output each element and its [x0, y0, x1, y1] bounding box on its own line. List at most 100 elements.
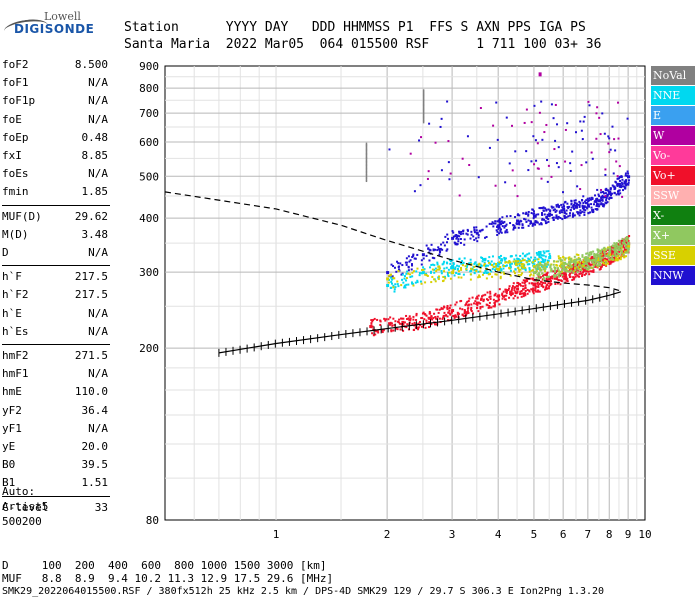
- echo-point: [391, 275, 394, 278]
- echo-point: [391, 324, 394, 327]
- echo-point: [388, 148, 391, 151]
- echo-point: [475, 237, 478, 240]
- echo-point: [475, 297, 478, 300]
- param-key: yE: [2, 440, 16, 453]
- echo-point: [501, 295, 504, 298]
- echo-point: [628, 235, 631, 238]
- echo-point: [571, 271, 574, 274]
- echo-point: [524, 269, 527, 272]
- echo-point: [431, 268, 434, 271]
- echo-point: [392, 276, 395, 279]
- echo-point: [577, 258, 580, 261]
- echo-point: [409, 317, 412, 320]
- echo-point: [431, 318, 434, 321]
- echo-point: [574, 270, 577, 273]
- echo-point: [513, 289, 516, 292]
- echo-point: [538, 282, 541, 285]
- echo-point: [526, 253, 529, 256]
- echo-point: [516, 260, 519, 263]
- echo-point: [405, 257, 408, 260]
- echo-point: [589, 270, 592, 273]
- echo-point: [430, 315, 433, 318]
- echo-point: [596, 202, 599, 205]
- echo-point: [597, 193, 600, 196]
- param-value: N/A: [88, 94, 108, 108]
- echo-point: [517, 222, 520, 225]
- echo-point: [605, 189, 608, 192]
- echo-point: [499, 254, 502, 257]
- trace-point: [548, 212, 552, 216]
- echo-point: [420, 263, 423, 266]
- echo-point: [447, 311, 450, 314]
- echo-point: [508, 285, 511, 288]
- echo-point: [536, 142, 539, 145]
- echo-point: [445, 249, 448, 252]
- echo-point: [415, 318, 418, 321]
- echo-point: [554, 103, 557, 106]
- echo-point: [412, 254, 415, 257]
- echo-point: [408, 318, 411, 321]
- echo-point: [553, 266, 556, 269]
- echo-point: [536, 253, 539, 256]
- echo-point: [585, 270, 588, 273]
- echo-point: [452, 262, 455, 265]
- echo-point: [493, 262, 496, 265]
- echo-point: [411, 275, 414, 278]
- echo-point: [421, 268, 424, 271]
- echo-point: [518, 270, 521, 273]
- noise-streak: [422, 121, 425, 124]
- echo-point: [543, 278, 546, 281]
- echo-point: [523, 282, 526, 285]
- noise-streak: [422, 102, 425, 105]
- echo-point: [616, 184, 619, 187]
- echo-point: [507, 289, 510, 292]
- echo-point: [504, 288, 507, 291]
- echo-point: [409, 276, 412, 279]
- echo-point: [446, 273, 449, 276]
- echo-point: [449, 262, 452, 265]
- echo-point: [407, 283, 410, 286]
- echo-point: [542, 277, 545, 280]
- trace-point: [548, 256, 552, 260]
- trace-point: [548, 277, 552, 281]
- echo-point: [605, 197, 608, 200]
- echo-point: [390, 282, 393, 285]
- echo-point: [446, 241, 449, 244]
- x-tick-label: 7: [585, 528, 592, 541]
- echo-point: [586, 257, 589, 260]
- echo-point: [590, 251, 593, 254]
- echo-point: [582, 120, 585, 123]
- echo-point: [459, 300, 462, 303]
- echo-point: [510, 294, 513, 297]
- echo-point: [469, 258, 472, 261]
- echo-point: [461, 157, 464, 160]
- echo-point: [510, 288, 513, 291]
- echo-point: [575, 253, 578, 256]
- echo-point: [566, 277, 569, 280]
- noise-streak: [365, 154, 368, 157]
- param-key: yF1: [2, 421, 22, 435]
- echo-point: [499, 266, 502, 269]
- echo-point: [561, 275, 564, 278]
- echo-point: [537, 251, 540, 254]
- echo-point: [612, 172, 615, 175]
- trace-point: [475, 301, 479, 305]
- echo-point: [485, 303, 488, 306]
- echo-point: [457, 312, 460, 315]
- echo-point: [589, 263, 592, 266]
- echo-point: [543, 273, 546, 276]
- echo-point: [550, 103, 553, 106]
- echo-point: [581, 254, 584, 257]
- echo-point: [396, 280, 399, 283]
- echo-point: [577, 203, 580, 206]
- echo-point: [535, 285, 538, 288]
- echo-point: [600, 260, 603, 263]
- echo-point: [448, 306, 451, 309]
- echo-point: [495, 229, 498, 232]
- echo-point: [557, 257, 560, 260]
- echo-point: [540, 260, 543, 263]
- echo-point: [557, 146, 560, 149]
- echo-point: [413, 328, 416, 331]
- echo-point: [514, 292, 517, 295]
- echo-point: [620, 244, 623, 247]
